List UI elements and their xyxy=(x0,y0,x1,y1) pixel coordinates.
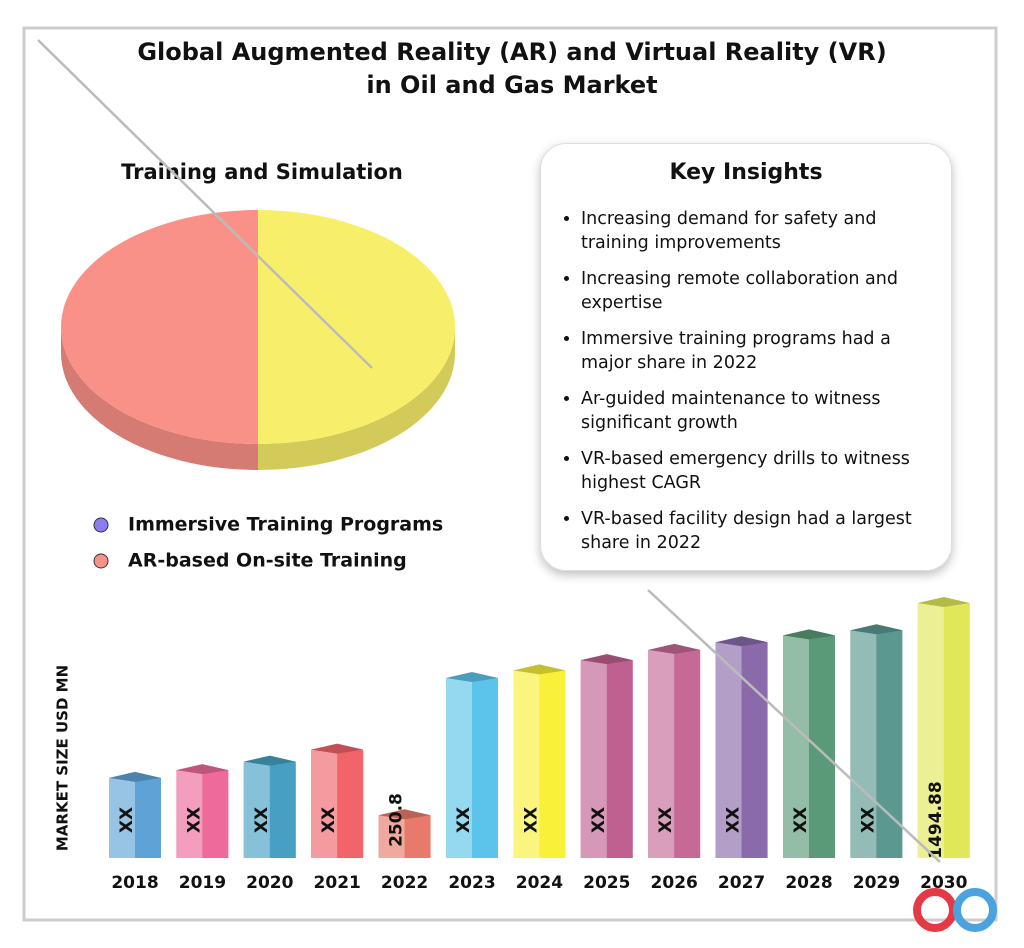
value-label: 250.8 xyxy=(387,793,407,847)
bar-cap xyxy=(243,755,296,766)
value-label: XX xyxy=(319,807,339,833)
bar-highlight xyxy=(446,678,472,858)
bar-highlight xyxy=(243,761,270,858)
insight: Increasing demand for safety and trainin… xyxy=(581,207,931,255)
value-label: XX xyxy=(858,807,878,833)
x-tick-label: 2022 xyxy=(381,873,428,893)
x-tick-label: 2018 xyxy=(111,873,158,893)
insight: Increasing remote collaboration and expe… xyxy=(581,267,931,315)
legend-label: Immersive Training Programs xyxy=(128,514,443,536)
legend-label: AR-based On-site Training xyxy=(128,550,407,572)
pie-side xyxy=(61,327,258,470)
legend-marker xyxy=(93,553,109,569)
value-label: XX xyxy=(724,807,744,833)
value-label: XX xyxy=(521,807,541,833)
x-tick-label: 2029 xyxy=(853,873,900,893)
bar-cap xyxy=(378,809,431,820)
value-label: XX xyxy=(117,807,137,833)
insights-list: Increasing demand for safety and trainin… xyxy=(541,207,951,555)
bar-highlight xyxy=(378,815,405,858)
x-tick-label: 2025 xyxy=(583,873,630,893)
value-label: XX xyxy=(454,807,474,833)
title-line: Global Augmented Reality (AR) and Virtua… xyxy=(137,38,886,66)
value-label: XX xyxy=(656,807,676,833)
pie-slice xyxy=(61,210,258,444)
insights-title: Key Insights xyxy=(669,160,823,185)
x-tick-label: 2026 xyxy=(651,873,698,893)
bar-highlight xyxy=(109,777,135,858)
bar-cap xyxy=(311,743,364,754)
value-label: XX xyxy=(589,807,609,833)
logo-ring xyxy=(953,888,997,932)
decor-line xyxy=(37,39,373,369)
bar-cap xyxy=(513,664,566,675)
bar-highlight xyxy=(513,670,540,858)
insight: Immersive training programs had a major … xyxy=(581,327,931,375)
title-line: in Oil and Gas Market xyxy=(366,71,657,99)
logo-ring xyxy=(913,888,957,932)
frame xyxy=(22,26,998,922)
bar-cap xyxy=(109,771,161,782)
value-label: XX xyxy=(184,807,204,833)
pie-title: Training and Simulation xyxy=(121,160,403,184)
x-tick-label: 2021 xyxy=(314,873,361,893)
bar-cap xyxy=(176,764,229,775)
bar-highlight xyxy=(176,770,203,858)
x-tick-label: 2019 xyxy=(179,873,226,893)
bar-highlight xyxy=(580,660,607,858)
bar-cap xyxy=(446,672,498,683)
x-tick-label: 2023 xyxy=(448,873,495,893)
insight: VR-based emergency drills to witness hig… xyxy=(581,447,931,495)
x-tick-label: 2030 xyxy=(920,873,967,893)
bar-highlight xyxy=(311,749,338,858)
value-label: XX xyxy=(252,807,272,833)
value-label: 1494.88 xyxy=(926,781,946,858)
x-tick-label: 2027 xyxy=(718,873,765,893)
insight: Ar-guided maintenance to witness signifi… xyxy=(581,387,931,435)
x-tick-label: 2020 xyxy=(246,873,293,893)
key-insights: Key Insights Increasing demand for safet… xyxy=(540,143,952,571)
x-tick-label: 2024 xyxy=(516,873,563,893)
bar-cap xyxy=(580,654,633,665)
pie-side xyxy=(258,327,455,470)
x-tick-label: 2028 xyxy=(785,873,832,893)
pie-slice xyxy=(258,210,455,444)
legend-marker xyxy=(93,517,109,533)
value-label: XX xyxy=(791,807,811,833)
logo xyxy=(913,888,997,932)
insight: VR-based facility design had a largest s… xyxy=(581,507,931,555)
y-axis-title: MARKET SIZE USD MN xyxy=(54,665,72,851)
